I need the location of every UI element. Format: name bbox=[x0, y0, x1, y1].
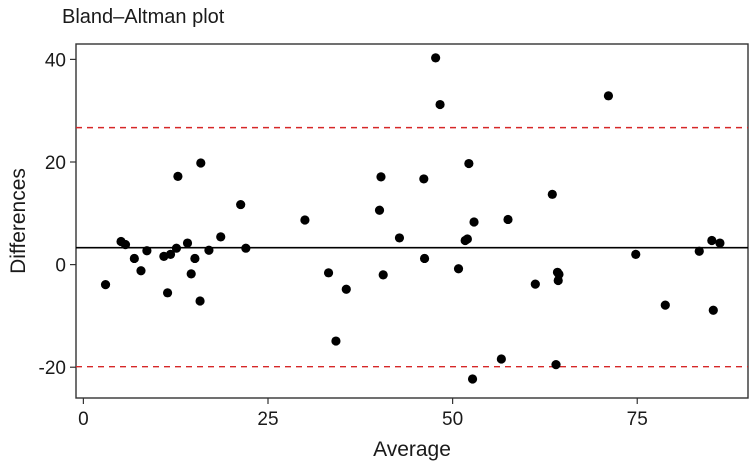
y-tick-label: 0 bbox=[55, 256, 66, 277]
data-point bbox=[186, 269, 196, 279]
data-point bbox=[530, 279, 540, 289]
data-point bbox=[378, 270, 388, 280]
y-axis: -20 0 20 40 bbox=[39, 50, 76, 379]
data-point bbox=[469, 217, 479, 227]
data-point bbox=[323, 268, 334, 278]
data-point bbox=[503, 214, 513, 225]
data-point bbox=[100, 280, 111, 290]
data-point bbox=[374, 205, 385, 215]
x-tick-label: 75 bbox=[627, 409, 648, 430]
data-point bbox=[300, 215, 310, 225]
data-point bbox=[603, 91, 614, 101]
data-point bbox=[216, 232, 226, 242]
y-tick-label: -20 bbox=[39, 358, 66, 379]
data-point bbox=[394, 233, 405, 243]
x-axis: 0 25 50 75 bbox=[78, 398, 648, 430]
data-point bbox=[453, 264, 464, 274]
y-axis-title: Differences bbox=[7, 168, 30, 274]
data-point bbox=[204, 245, 214, 255]
y-tick-label: 40 bbox=[45, 50, 66, 71]
data-point bbox=[554, 269, 564, 279]
data-point bbox=[431, 53, 441, 63]
data-point bbox=[496, 354, 506, 364]
data-point bbox=[129, 253, 139, 264]
data-points bbox=[100, 53, 725, 384]
data-point bbox=[419, 253, 430, 264]
data-point bbox=[171, 243, 182, 253]
data-point bbox=[715, 238, 725, 248]
data-point bbox=[341, 284, 351, 294]
data-point bbox=[467, 374, 478, 384]
data-point bbox=[435, 99, 445, 110]
data-point bbox=[195, 296, 205, 306]
data-point bbox=[707, 235, 717, 246]
x-tick-label: 25 bbox=[257, 409, 278, 430]
data-point bbox=[708, 305, 718, 315]
data-point bbox=[551, 360, 561, 370]
data-point bbox=[136, 266, 146, 276]
x-tick-label: 50 bbox=[442, 409, 463, 430]
data-point bbox=[236, 199, 246, 210]
data-point bbox=[120, 240, 131, 250]
chart-title: Bland–Altman plot bbox=[62, 6, 225, 28]
data-point bbox=[376, 172, 386, 182]
data-point bbox=[419, 174, 429, 184]
data-point bbox=[547, 189, 557, 199]
data-point bbox=[631, 249, 641, 259]
x-axis-title: Average bbox=[373, 438, 451, 461]
data-point bbox=[464, 158, 474, 169]
plot-panel bbox=[75, 43, 749, 399]
data-point bbox=[241, 243, 251, 253]
data-point bbox=[142, 246, 152, 256]
x-tick-label: 0 bbox=[78, 409, 89, 430]
data-point bbox=[165, 249, 176, 259]
data-point bbox=[190, 253, 200, 264]
data-point bbox=[331, 336, 341, 346]
data-point bbox=[162, 288, 173, 298]
y-tick-label: 20 bbox=[45, 153, 66, 174]
data-point bbox=[462, 234, 472, 244]
data-point bbox=[182, 238, 193, 248]
data-point bbox=[196, 158, 206, 168]
data-point bbox=[173, 171, 183, 181]
data-point bbox=[660, 300, 670, 310]
data-point bbox=[694, 246, 704, 256]
